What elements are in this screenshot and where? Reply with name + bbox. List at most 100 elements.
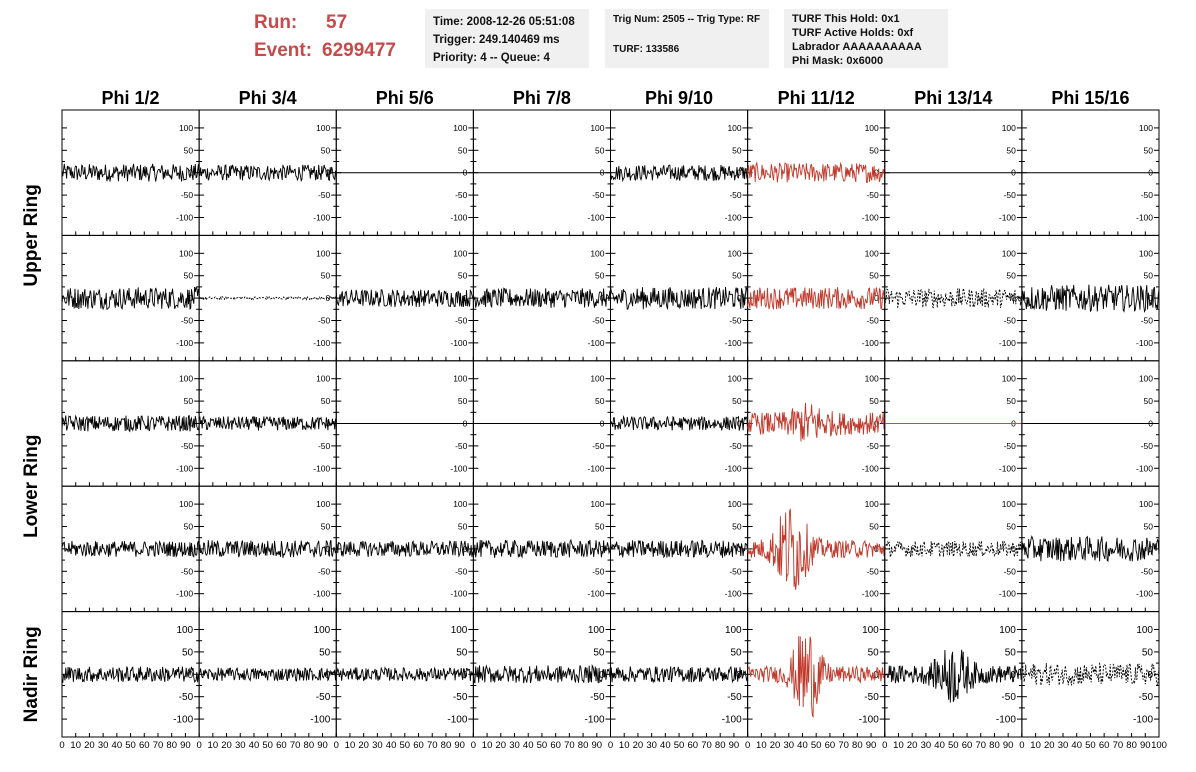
x-tick-label: 70 bbox=[838, 740, 849, 751]
y-tick-label: -50 bbox=[866, 566, 879, 576]
x-tick-label: 60 bbox=[687, 740, 698, 751]
y-tick-label: 50 bbox=[1144, 396, 1154, 406]
x-tick-label: 40 bbox=[386, 740, 397, 751]
y-tick-label: 100 bbox=[451, 625, 468, 636]
x-tick-label: 60 bbox=[550, 740, 561, 751]
y-tick-label: -50 bbox=[864, 692, 879, 703]
y-tick-label: 100 bbox=[179, 374, 193, 384]
y-tick-label: 0 bbox=[737, 419, 742, 429]
x-tick-label: 40 bbox=[523, 740, 534, 751]
x-tick-label: 0 bbox=[59, 740, 64, 751]
x-tick-label: 90 bbox=[1140, 740, 1151, 751]
y-tick-label: 50 bbox=[593, 647, 605, 658]
x-tick-label: 10 bbox=[482, 740, 493, 751]
y-tick-label: 100 bbox=[1002, 123, 1016, 133]
y-tick-label: 100 bbox=[179, 248, 193, 258]
y-tick-label: 100 bbox=[862, 625, 879, 636]
waveform-trace bbox=[610, 665, 749, 684]
y-tick-label: -50 bbox=[592, 566, 605, 576]
turf-info-box: TURF This Hold: 0x1 TURF Active Holds: 0… bbox=[784, 9, 948, 68]
y-tick-label: 100 bbox=[1002, 248, 1016, 258]
y-tick-label: 100 bbox=[316, 248, 330, 258]
y-tick-label: -100 bbox=[725, 589, 742, 599]
y-tick-label: 50 bbox=[595, 522, 605, 532]
y-tick-label: 100 bbox=[590, 499, 604, 509]
x-tick-label: 50 bbox=[400, 740, 411, 751]
y-tick-label: -50 bbox=[181, 566, 194, 576]
y-tick-label: -100 bbox=[450, 212, 467, 222]
x-tick-label: 0 bbox=[196, 740, 201, 751]
y-tick-label: 100 bbox=[590, 123, 604, 133]
y-tick-label: -50 bbox=[453, 692, 468, 703]
y-tick-label: -50 bbox=[318, 566, 331, 576]
y-tick-label: -50 bbox=[455, 566, 468, 576]
y-tick-label: -100 bbox=[447, 715, 467, 726]
trigger-info-box: Trig Num: 2505 -- Trig Type: RF TURF: 13… bbox=[605, 9, 769, 68]
x-tick-label: 90 bbox=[180, 740, 191, 751]
y-tick-label: -50 bbox=[592, 441, 605, 451]
y-tick-label: 0 bbox=[1148, 293, 1153, 303]
y-tick-label: 0 bbox=[600, 293, 605, 303]
y-tick-label: -50 bbox=[1141, 315, 1154, 325]
y-tick-label: 100 bbox=[727, 123, 741, 133]
run-label: Run: bbox=[254, 12, 298, 33]
x-tick-label: 50 bbox=[262, 740, 273, 751]
x-tick-label: 50 bbox=[948, 740, 959, 751]
x-tick-label: 70 bbox=[1113, 740, 1124, 751]
y-tick-label: -100 bbox=[450, 589, 467, 599]
y-tick-label: 50 bbox=[319, 647, 331, 658]
y-tick-label: -50 bbox=[729, 190, 742, 200]
y-tick-label: 50 bbox=[321, 145, 331, 155]
waveform-trace bbox=[747, 161, 886, 184]
x-tick-label: 20 bbox=[1044, 740, 1055, 751]
waveform-trace bbox=[884, 288, 1023, 309]
y-tick-label: -100 bbox=[722, 715, 742, 726]
y-tick-label: 50 bbox=[1006, 271, 1016, 281]
waveform-trace bbox=[747, 287, 886, 310]
y-tick-label: -50 bbox=[1004, 190, 1017, 200]
waveform-trace bbox=[884, 540, 1023, 559]
y-tick-label: -50 bbox=[455, 441, 468, 451]
y-tick-label: 100 bbox=[727, 374, 741, 384]
y-tick-label: 50 bbox=[1144, 145, 1154, 155]
y-tick-label: -50 bbox=[1141, 441, 1154, 451]
column-header: Phi 5/6 bbox=[376, 88, 434, 108]
y-tick-label: 50 bbox=[321, 396, 331, 406]
x-tick-label: 90 bbox=[866, 740, 877, 751]
x-tick-label: 90 bbox=[454, 740, 465, 751]
x-tick-label: 60 bbox=[962, 740, 973, 751]
y-tick-label: 100 bbox=[179, 499, 193, 509]
row-label: Nadir Ring bbox=[21, 626, 42, 722]
phi-mask-line: Phi Mask: 0x6000 bbox=[792, 55, 884, 67]
y-tick-label: -50 bbox=[318, 315, 331, 325]
x-tick-label: 40 bbox=[1071, 740, 1082, 751]
column-header: Phi 7/8 bbox=[513, 88, 571, 108]
y-tick-label: 0 bbox=[188, 670, 194, 681]
y-tick-label: 50 bbox=[869, 271, 879, 281]
y-tick-label: -100 bbox=[587, 338, 604, 348]
y-tick-label: -50 bbox=[179, 692, 194, 703]
run-number: 57 bbox=[326, 12, 348, 33]
priority-line: Priority: 4 -- Queue: 4 bbox=[433, 52, 550, 64]
x-tick-label: 60 bbox=[276, 740, 287, 751]
y-tick-label: -50 bbox=[1004, 441, 1017, 451]
y-tick-label: 50 bbox=[869, 522, 879, 532]
y-tick-label: 0 bbox=[1010, 670, 1016, 681]
waveform-trace bbox=[61, 539, 200, 558]
x-tick-label: 0 bbox=[1019, 740, 1024, 751]
waveform-trace bbox=[335, 540, 474, 558]
y-tick-label: 100 bbox=[314, 625, 331, 636]
turf-active-line: TURF Active Holds: 0xf bbox=[792, 27, 914, 39]
y-tick-label: 0 bbox=[600, 544, 605, 554]
x-tick-label: 10 bbox=[208, 740, 219, 751]
y-tick-label: -100 bbox=[859, 715, 879, 726]
y-tick-label: -100 bbox=[862, 463, 879, 473]
y-tick-label: 50 bbox=[868, 647, 880, 658]
x-tick-label: 30 bbox=[783, 740, 794, 751]
waveform-trace bbox=[198, 415, 337, 431]
x-tick-label: 40 bbox=[797, 740, 808, 751]
y-tick-label: -100 bbox=[176, 212, 193, 222]
y-tick-label: 50 bbox=[595, 396, 605, 406]
y-tick-label: 50 bbox=[732, 145, 742, 155]
y-tick-label: -50 bbox=[592, 190, 605, 200]
